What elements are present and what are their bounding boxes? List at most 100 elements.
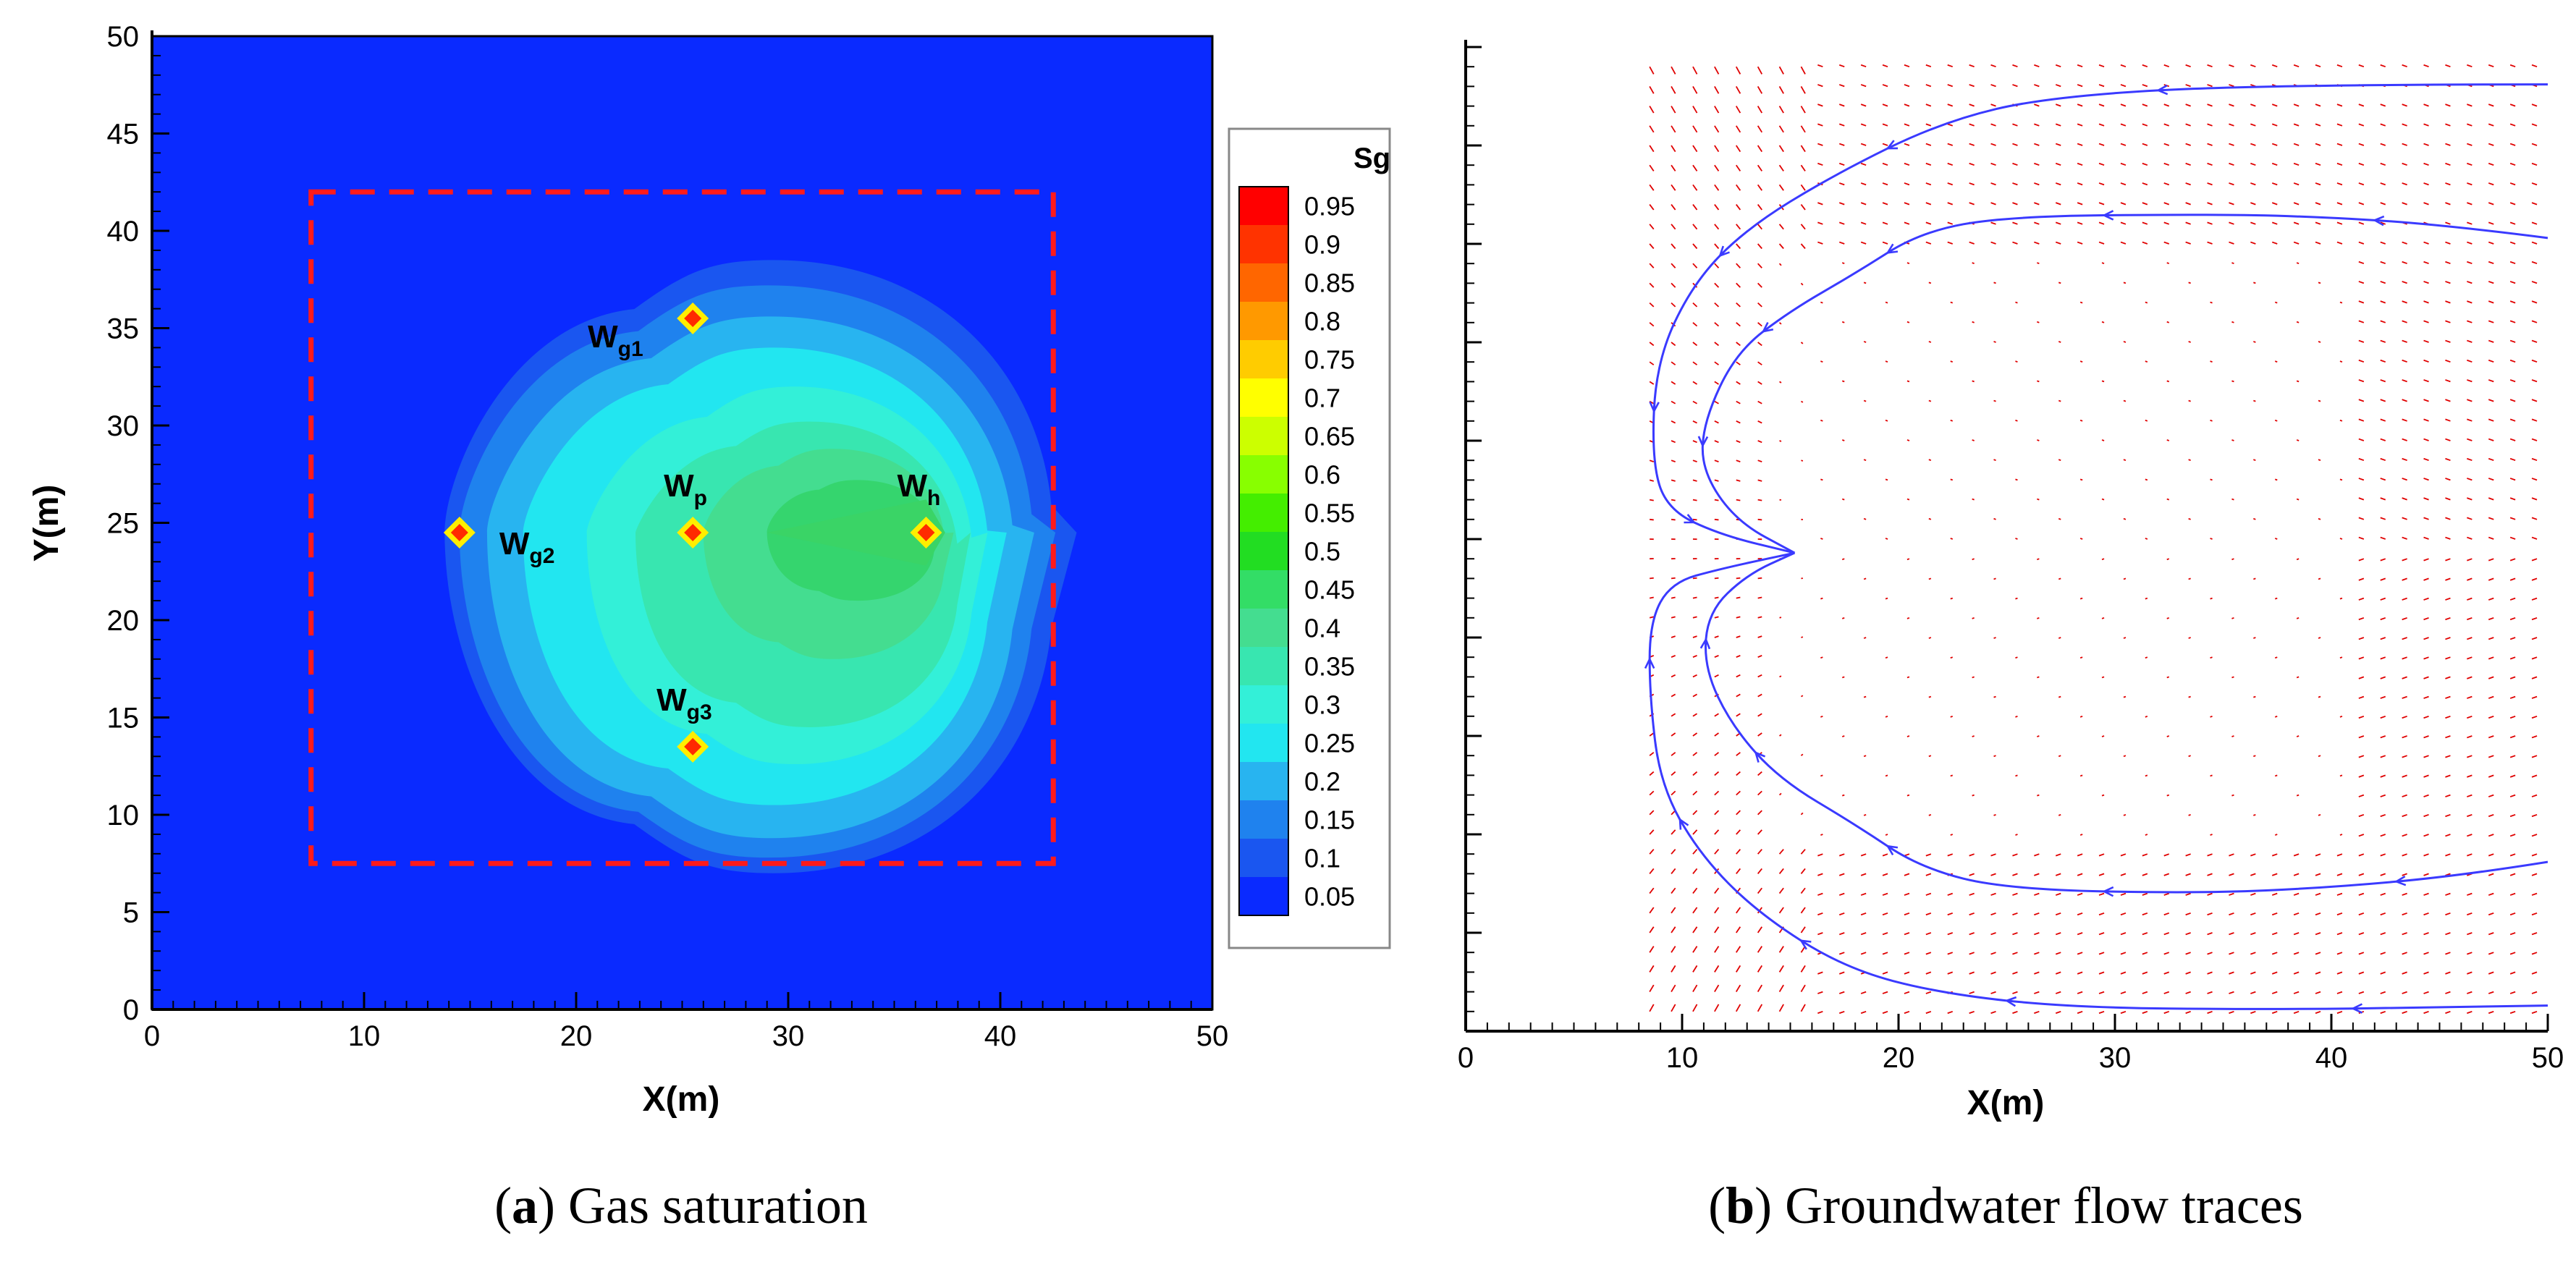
velocity-vector [2208, 894, 2213, 895]
velocity-vector [2445, 598, 2450, 600]
velocity-vector [2402, 360, 2407, 362]
colorbar-swatch [1239, 532, 1288, 570]
colorbar-label: 0.05 [1304, 882, 1355, 912]
velocity-vector [1883, 933, 1888, 934]
velocity-vector [2272, 104, 2277, 106]
velocity-vector [1715, 381, 1719, 384]
velocity-vector [1780, 676, 1781, 677]
velocity-vector [2318, 578, 2320, 579]
velocity-vector [2359, 124, 2364, 125]
velocity-vector [2315, 242, 2320, 244]
velocity-vector [1972, 499, 1975, 500]
velocity-vector [2359, 598, 2364, 600]
velocity-vector [2142, 1012, 2148, 1013]
y-tick-label-a: 0 [123, 994, 139, 1026]
velocity-vector [2424, 262, 2429, 263]
velocity-vector [1780, 907, 1784, 913]
velocity-vector [2381, 380, 2386, 381]
velocity-vector [2467, 164, 2472, 165]
velocity-vector [1885, 361, 1888, 362]
velocity-vector [1715, 185, 1719, 190]
velocity-vector [1780, 793, 1781, 795]
velocity-vector [2424, 478, 2429, 480]
velocity-vector [2510, 933, 2515, 934]
velocity-vector [1736, 946, 1741, 953]
velocity-vector [2488, 517, 2493, 519]
velocity-vector [1883, 222, 1888, 224]
velocity-vector [2164, 203, 2169, 204]
velocity-vector [1693, 791, 1697, 795]
velocity-vector [2315, 972, 2320, 973]
velocity-vector [2467, 992, 2472, 994]
colorbar-label: 0.6 [1304, 460, 1340, 490]
velocity-vector [2532, 262, 2537, 263]
velocity-vector [1991, 124, 1996, 125]
velocity-vector [1780, 946, 1784, 953]
velocity-vector [1969, 164, 1975, 165]
velocity-vector [2381, 638, 2386, 639]
velocity-vector [2532, 618, 2537, 619]
velocity-vector [2402, 795, 2407, 797]
velocity-vector [1715, 283, 1719, 287]
velocity-vector [1650, 888, 1654, 893]
velocity-vector [2381, 321, 2386, 322]
velocity-vector [1736, 636, 1741, 638]
velocity-vector [2359, 360, 2364, 362]
velocity-vector [2056, 144, 2061, 145]
velocity-vector [1671, 636, 1676, 638]
velocity-vector [1671, 126, 1676, 132]
velocity-vector [1715, 753, 1719, 755]
velocity-vector [2080, 657, 2082, 658]
velocity-vector [2488, 360, 2493, 362]
velocity-vector [1969, 952, 1975, 954]
velocity-vector [1904, 203, 1909, 204]
velocity-vector [1948, 104, 1953, 106]
velocity-vector [1907, 795, 1909, 796]
velocity-vector [1801, 244, 1805, 249]
velocity-vector [1926, 242, 1931, 244]
velocity-vector [2315, 124, 2320, 125]
velocity-vector [1693, 985, 1697, 991]
velocity-vector [2381, 697, 2386, 698]
velocity-vector [1883, 65, 1888, 67]
velocity-vector [2467, 262, 2472, 263]
velocity-vector [1780, 965, 1784, 972]
velocity-vector [1904, 873, 1909, 875]
colorbar-swatch [1239, 263, 1288, 302]
velocity-vector [2142, 183, 2148, 185]
velocity-vector [2467, 697, 2472, 698]
velocity-vector [1736, 460, 1741, 462]
velocity-vector [1951, 834, 1953, 835]
velocity-vector [1758, 460, 1762, 462]
velocity-vector [1715, 244, 1719, 249]
velocity-vector [1671, 381, 1676, 384]
velocity-vector [2272, 952, 2277, 954]
velocity-vector [2337, 144, 2342, 145]
velocity-vector [1839, 203, 1844, 204]
velocity-vector [2488, 815, 2493, 816]
velocity-vector [1948, 124, 1953, 125]
velocity-vector [1715, 888, 1719, 893]
velocity-vector [1948, 913, 1953, 915]
velocity-vector [1780, 323, 1781, 324]
velocity-vector [2056, 104, 2061, 106]
velocity-vector [2445, 517, 2450, 519]
velocity-vector [2402, 144, 2407, 145]
velocity-vector [1861, 1012, 1866, 1013]
velocity-vector [2315, 65, 2320, 67]
velocity-vector [2424, 736, 2429, 737]
velocity-vector [1758, 362, 1762, 365]
velocity-vector [1693, 675, 1697, 677]
velocity-vector [2424, 360, 2429, 362]
velocity-vector [1929, 519, 1931, 520]
velocity-vector [1758, 205, 1762, 210]
velocity-vector [1671, 86, 1676, 93]
velocity-vector [2337, 992, 2342, 994]
velocity-vector [2272, 65, 2277, 67]
velocity-vector [1951, 420, 1953, 421]
velocity-vector [2272, 972, 2277, 973]
velocity-vector [2359, 144, 2364, 145]
velocity-vector [1820, 657, 1823, 658]
velocity-vector [1926, 854, 1931, 855]
velocity-vector [2424, 815, 2429, 816]
